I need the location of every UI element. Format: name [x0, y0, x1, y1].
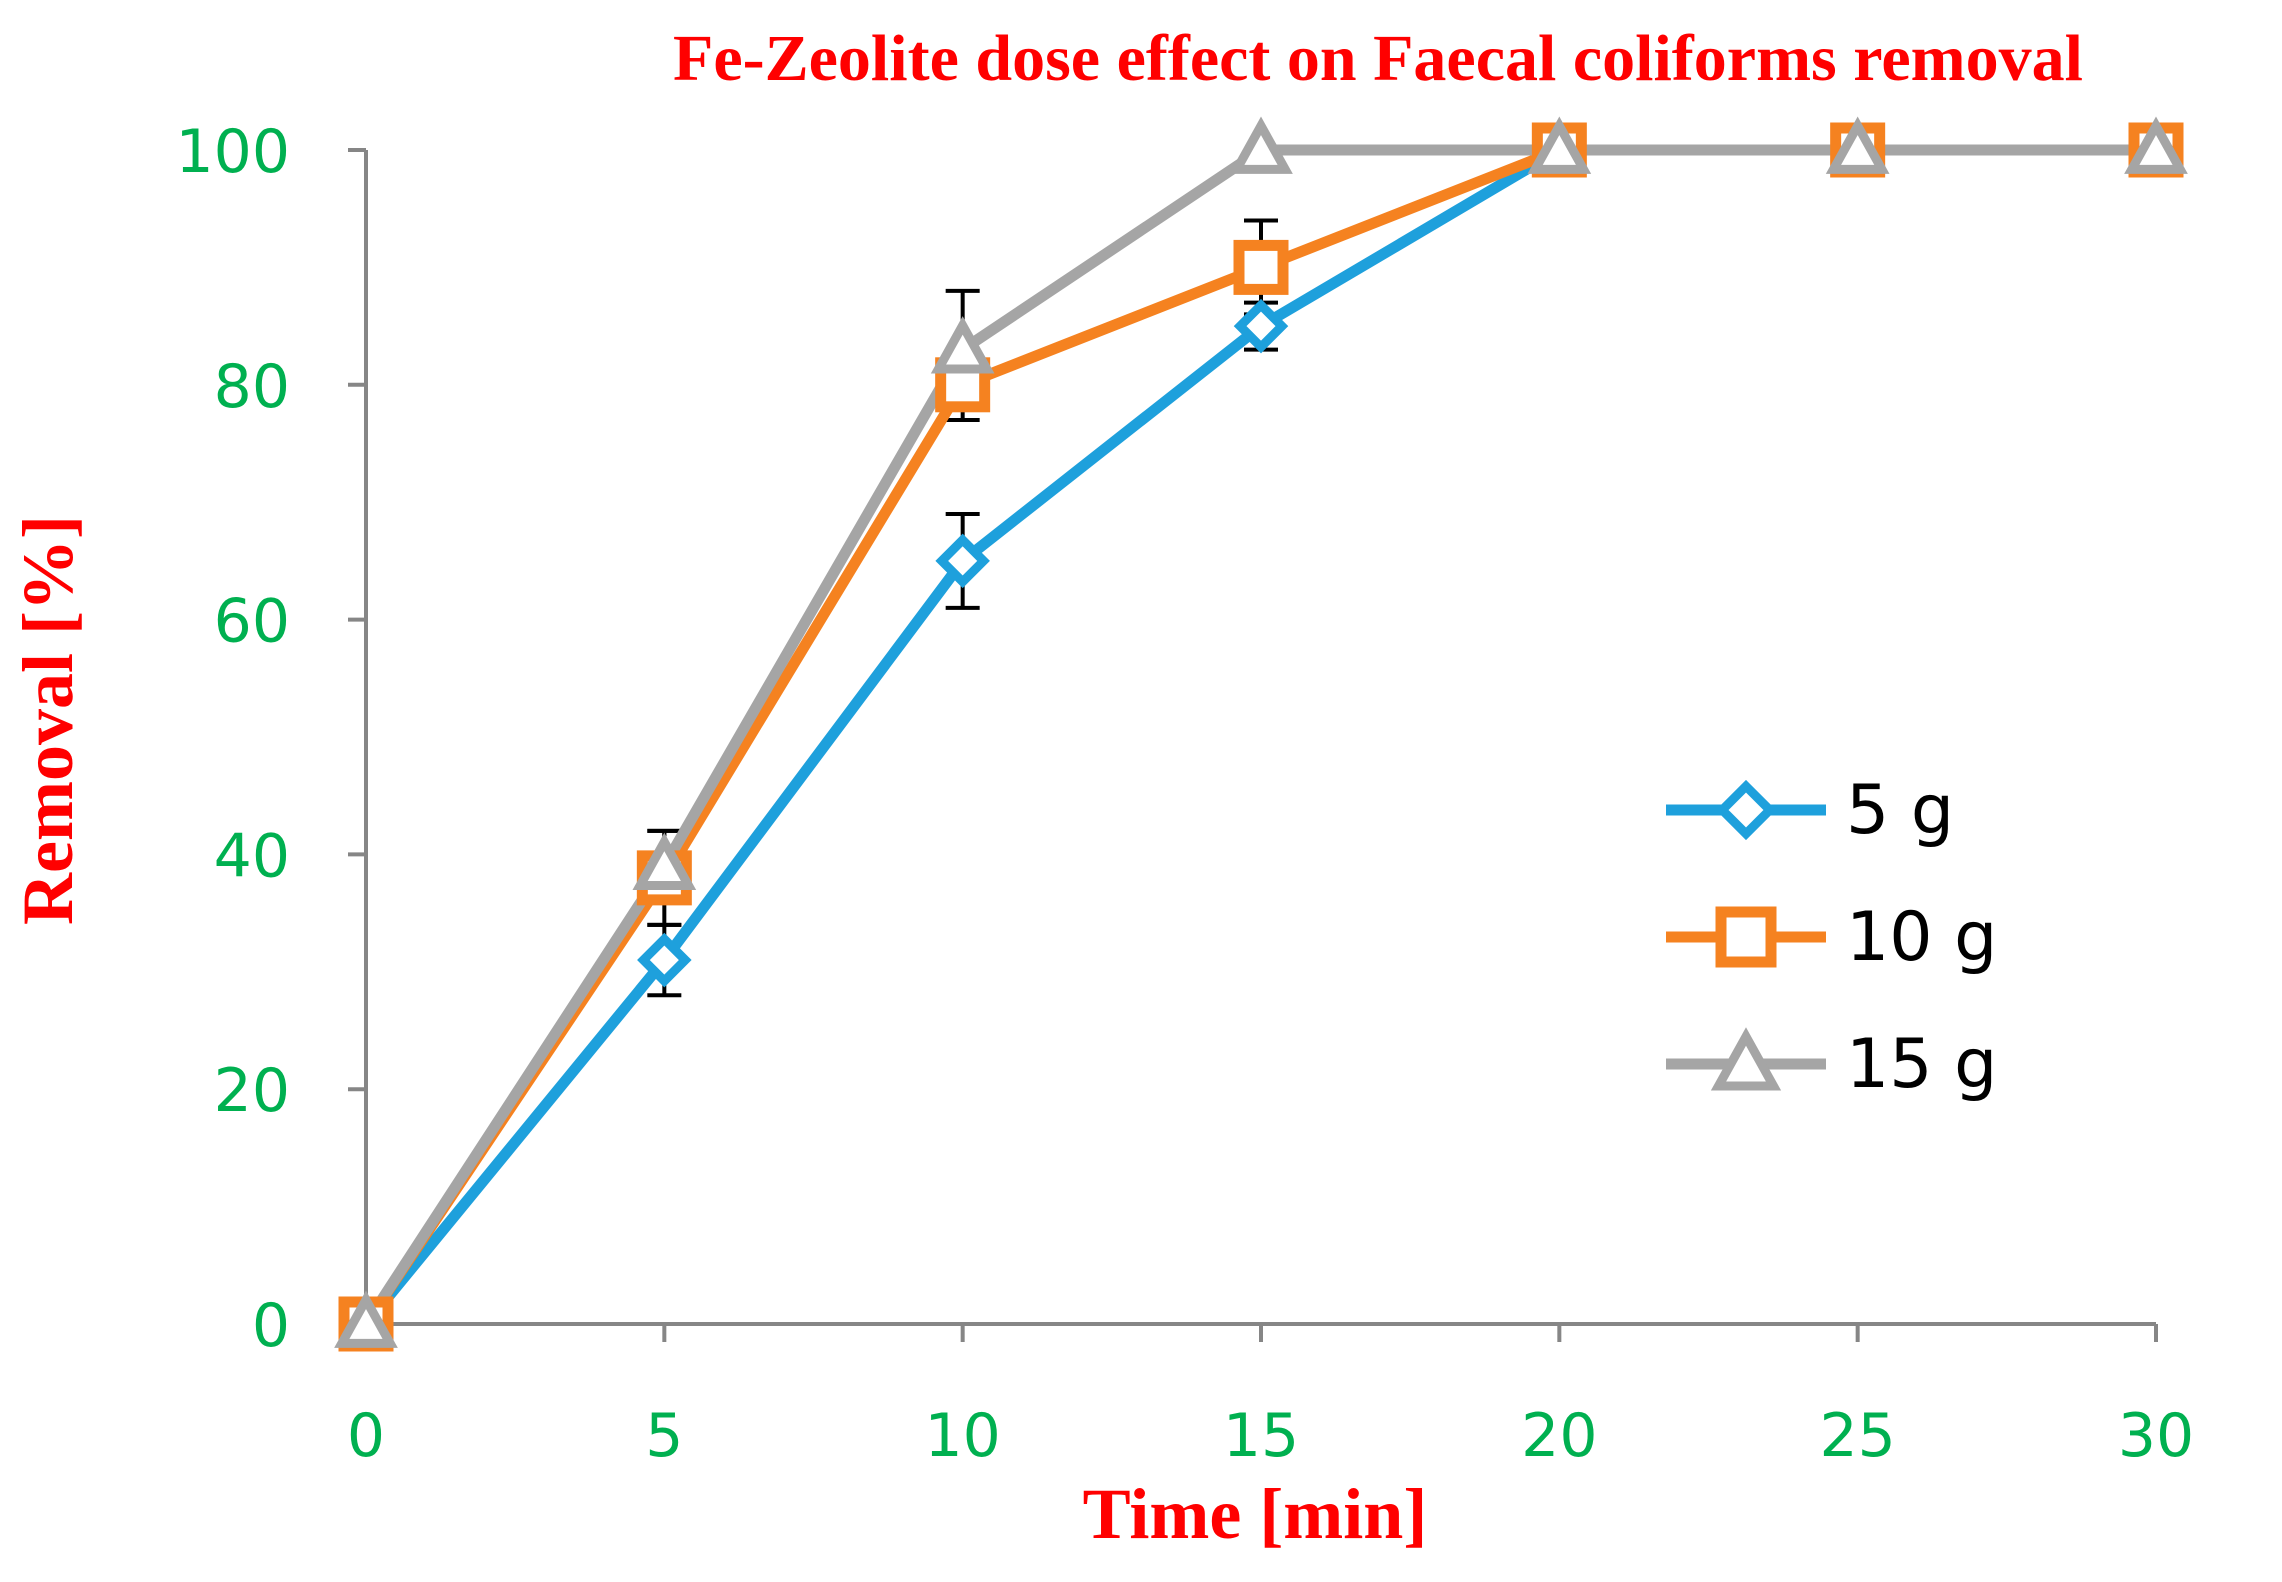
legend: 5 g 10 g 15 g: [1666, 771, 1997, 1104]
data-point: [637, 932, 692, 988]
data-point: [1527, 116, 1592, 174]
chart-title: Fe-Zeolite dose effect on Faecal colifor…: [673, 22, 2083, 95]
data-point: [930, 316, 995, 374]
legend-label: 10 g: [1846, 898, 1997, 977]
y-tick-label: 40: [214, 821, 290, 891]
data-point: [1825, 116, 1890, 174]
data-point: [1233, 239, 1289, 295]
x-tick-label: 25: [1819, 1401, 1895, 1471]
data-point: [334, 1290, 398, 1348]
x-tick-label: 0: [347, 1401, 385, 1471]
data-point: [2124, 116, 2188, 174]
legend-item: 5 g: [1666, 771, 1954, 850]
y-tick-label: 100: [175, 117, 290, 187]
x-ticks: 0 5 10 15 20 25 30: [347, 1324, 2194, 1471]
series-layer: [334, 116, 2188, 1352]
legend-item: 10 g: [1666, 898, 1997, 977]
y-axis-label: Removal [%]: [8, 515, 88, 925]
y-tick-label: 80: [214, 352, 290, 422]
legend-label: 5 g: [1846, 771, 1954, 850]
legend-label: 15 g: [1846, 1025, 1997, 1104]
y-ticks: 0 20 40 60 80 100: [175, 117, 366, 1361]
y-tick-label: 60: [214, 587, 290, 657]
series-markers: [334, 116, 2188, 1348]
legend-item: 15 g: [1666, 1025, 1997, 1104]
data-point: [1233, 298, 1289, 354]
data-point: [935, 533, 990, 589]
x-tick-label: 20: [1521, 1401, 1597, 1471]
axes: 0 20 40 60 80 100 0 5 10 15 20 25 30: [175, 117, 2194, 1471]
series-markers: [338, 122, 2184, 1352]
y-tick-label: 0: [252, 1291, 290, 1361]
x-axis-label: Time [min]: [1083, 1474, 1428, 1554]
y-tick-label: 20: [214, 1056, 290, 1126]
legend-swatch-marker: [1715, 779, 1777, 841]
x-tick-label: 30: [2118, 1401, 2194, 1471]
x-tick-label: 5: [645, 1401, 683, 1471]
x-tick-label: 15: [1223, 1401, 1299, 1471]
data-point: [632, 832, 697, 890]
legend-swatch-marker: [1715, 906, 1777, 968]
x-tick-label: 10: [924, 1401, 1000, 1471]
legend-swatch-marker: [1710, 1027, 1782, 1091]
data-point: [1229, 116, 1293, 174]
